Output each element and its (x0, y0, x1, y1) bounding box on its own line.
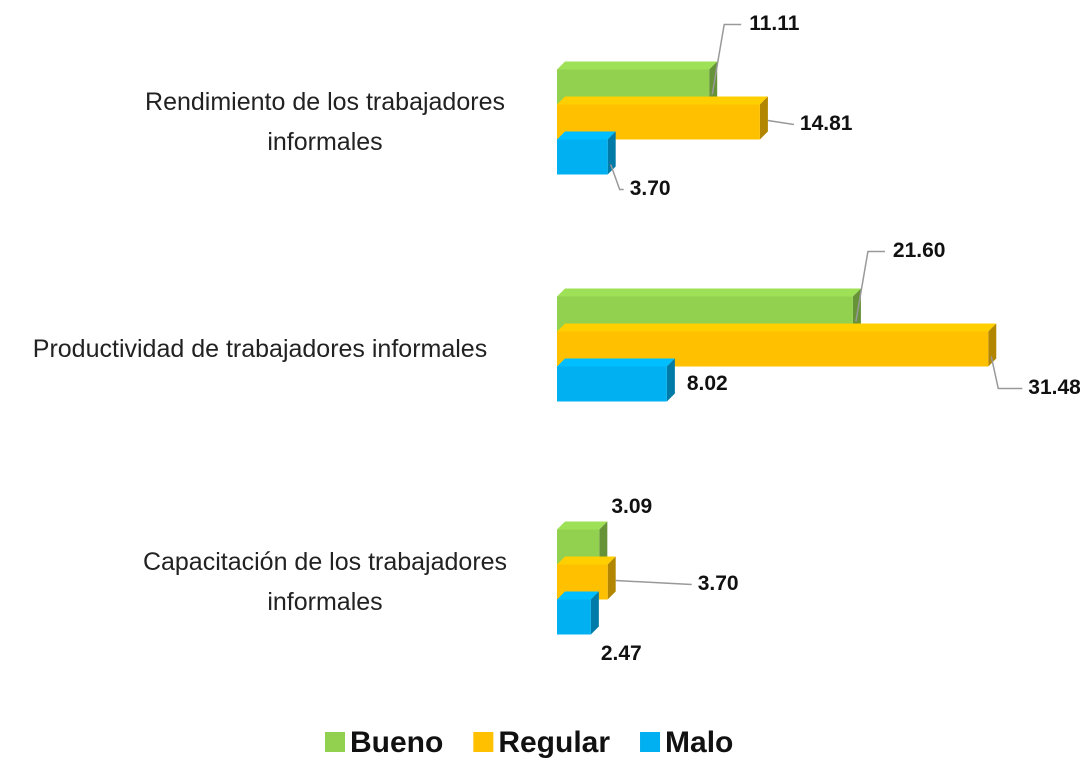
legend-label: Malo (665, 726, 733, 759)
value-label: 11.11 (749, 12, 800, 35)
legend-swatch (473, 732, 494, 752)
value-label: 21.60 (893, 239, 946, 262)
bar (557, 139, 608, 175)
bar-side (759, 96, 768, 140)
legend-label: Regular (498, 726, 610, 759)
legend-label: Bueno (350, 726, 443, 759)
leader-line (609, 164, 624, 191)
leader-line (615, 579, 692, 586)
bar-top (557, 556, 616, 565)
bar-top (557, 131, 616, 140)
value-label: 31.48 (1028, 376, 1080, 399)
category-label: Capacitación de los trabajadores informa… (142, 548, 508, 616)
value-label: 3.70 (630, 177, 671, 200)
bar-top (557, 288, 861, 297)
bar-top (557, 96, 768, 105)
bar-top (557, 521, 608, 530)
bar (557, 366, 667, 402)
category-label: Rendimiento de los trabajadores informal… (145, 88, 505, 156)
bar-side (709, 61, 718, 105)
bar-side (988, 323, 997, 367)
bar-side (590, 591, 599, 635)
value-label: 2.47 (601, 642, 642, 665)
value-label: 3.70 (698, 572, 739, 595)
bar-top (557, 61, 718, 70)
bar-side (666, 358, 675, 402)
legend-swatch (640, 732, 661, 752)
bar-side (607, 556, 616, 600)
bar (557, 599, 591, 635)
value-label: 8.02 (687, 372, 728, 395)
value-label: 14.81 (800, 112, 853, 135)
bar-side (607, 131, 616, 175)
legend-swatch (325, 732, 345, 752)
leader-line (767, 119, 795, 126)
leader-line (990, 356, 1023, 390)
category-label: Productividad de trabajadores informales (32, 335, 488, 363)
leader-line (855, 250, 885, 322)
bar-top (557, 591, 599, 600)
bar-side (852, 288, 861, 332)
bar-top (557, 323, 997, 332)
bar-top (557, 358, 675, 367)
leader-line (711, 23, 742, 95)
value-label: 3.09 (611, 495, 652, 518)
bar-side (599, 521, 608, 565)
